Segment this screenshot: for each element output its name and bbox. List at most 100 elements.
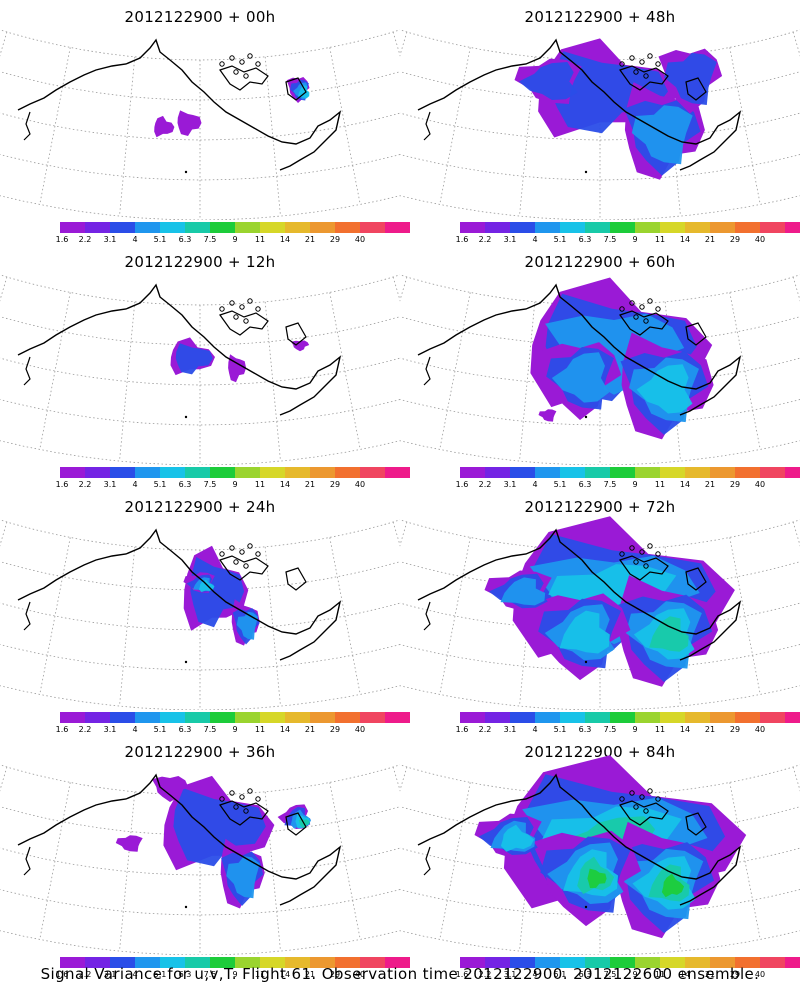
island-outline <box>685 322 707 346</box>
colorbar-swatch <box>310 957 335 968</box>
colorbar-swatch <box>360 467 385 478</box>
colorbar-swatch <box>660 222 685 233</box>
island-outline <box>633 559 639 565</box>
colorbar-swatch <box>135 222 160 233</box>
colorbar-swatch <box>510 957 535 968</box>
longitude-line <box>0 31 8 57</box>
map-panel-72h: 2012122900 + 72h 1.6 2.2 3.1 4 5.1 6.3 7.5 9 11 1… <box>400 490 800 735</box>
colorbar-tick-label: 9 <box>232 970 238 979</box>
colorbar-swatch <box>385 957 410 968</box>
colorbar <box>460 712 800 723</box>
island-outline <box>655 796 661 802</box>
colorbar-tick-label: 4 <box>132 970 138 979</box>
longitude-line <box>39 292 71 450</box>
latitude-line <box>0 847 400 876</box>
colorbar-swatch <box>385 712 410 723</box>
field-contour <box>175 343 213 375</box>
map-panel-00h: 2012122900 + 00h 1.6 2.2 3.1 4 5.1 6.3 7.5 9 11 1… <box>0 0 410 245</box>
colorbar-tick-label: 14 <box>679 480 691 489</box>
island-outline <box>584 415 588 419</box>
colorbar <box>60 957 410 968</box>
colorbar-swatch <box>610 467 635 478</box>
colorbar-tick-label: 1.6 <box>455 725 469 734</box>
colorbar-tick-label: 21 <box>704 235 716 244</box>
island-outline <box>619 796 625 802</box>
colorbar-tick-label: 29 <box>329 970 341 979</box>
longitude-line <box>439 537 471 695</box>
variance-field <box>115 775 312 909</box>
colorbar-swatch <box>310 222 335 233</box>
island-outline <box>247 53 253 59</box>
longitude-line <box>0 766 8 792</box>
colorbar-swatch <box>60 467 85 478</box>
field-contour <box>236 611 258 640</box>
field-region <box>291 340 310 352</box>
colorbar-tick-label: 11 <box>654 235 666 244</box>
colorbar-tick-label: 4 <box>532 725 538 734</box>
colorbar-tick-label: 40 <box>354 725 366 734</box>
map-plot <box>0 274 400 465</box>
island-outline <box>619 61 625 67</box>
colorbar-tick-label: 1.6 <box>55 725 69 734</box>
colorbar-tick-label: 29 <box>729 970 741 979</box>
panel-title: 2012122900 + 24h <box>124 498 276 516</box>
colorbar-swatch <box>285 467 310 478</box>
map-plot <box>0 29 400 220</box>
colorbar-swatch <box>185 957 210 968</box>
colorbar-swatch <box>110 222 135 233</box>
colorbar-swatch <box>110 467 135 478</box>
colorbar-tick-label: 1.6 <box>455 235 469 244</box>
panel-title: 2012122900 + 84h <box>524 743 676 761</box>
colorbar-swatch <box>585 712 610 723</box>
colorbar-swatch <box>260 957 285 968</box>
colorbar-tick-label: 9 <box>632 725 638 734</box>
variance-field <box>514 38 723 180</box>
variance-field <box>154 77 310 138</box>
colorbar-tick-label: 21 <box>704 480 716 489</box>
colorbar-tick-label: 6.3 <box>178 970 192 979</box>
colorbar-tick-label: 9 <box>632 480 638 489</box>
colorbar-swatch <box>135 467 160 478</box>
colorbar-tick-label: 5.1 <box>153 970 167 979</box>
longitude-line <box>400 276 408 302</box>
colorbar-swatch <box>685 222 710 233</box>
colorbar <box>60 712 410 723</box>
longitude-line <box>400 766 408 792</box>
colorbar-swatch <box>560 957 585 968</box>
colorbar-swatch <box>785 222 800 233</box>
field-contour <box>226 856 260 899</box>
colorbar-swatch <box>635 957 660 968</box>
island-outline <box>233 804 239 810</box>
island-outline <box>229 790 235 796</box>
longitude-line <box>792 31 800 57</box>
colorbar-tick-label: 2.2 <box>78 235 92 244</box>
field-region <box>152 776 189 802</box>
colorbar-swatch <box>235 712 260 723</box>
colorbar-swatch <box>485 957 510 968</box>
colorbar-swatch <box>360 957 385 968</box>
colorbar-tick-label: 4 <box>532 235 538 244</box>
island-outline <box>219 61 225 67</box>
latitude-line <box>400 602 800 631</box>
island-outline <box>629 545 635 551</box>
colorbar-tick-label: 2.2 <box>78 725 92 734</box>
colorbar-swatch <box>210 957 235 968</box>
colorbar-labels: 1.6 2.2 3.1 4 5.1 6.3 7.5 9 11 14 21 29 40 <box>456 235 765 245</box>
field-contour <box>518 62 578 100</box>
colorbar-tick-label: 2.2 <box>78 970 92 979</box>
colorbar-tick-label: 29 <box>729 235 741 244</box>
island-outline <box>285 77 307 101</box>
island-outline <box>247 788 253 794</box>
colorbar-tick-label: 5.1 <box>153 480 167 489</box>
colorbar-swatch <box>460 957 485 968</box>
colorbar-tick-label: 21 <box>704 970 716 979</box>
coastline-path <box>23 356 31 386</box>
colorbar-tick-label: 2.2 <box>78 480 92 489</box>
coastline-path <box>17 528 342 661</box>
colorbar-swatch <box>560 712 585 723</box>
longitude-line <box>329 537 361 695</box>
island-outline <box>619 310 669 336</box>
latitude-line <box>0 274 400 306</box>
colorbar-tick-label: 9 <box>632 235 638 244</box>
colorbar-tick-label: 29 <box>329 235 341 244</box>
